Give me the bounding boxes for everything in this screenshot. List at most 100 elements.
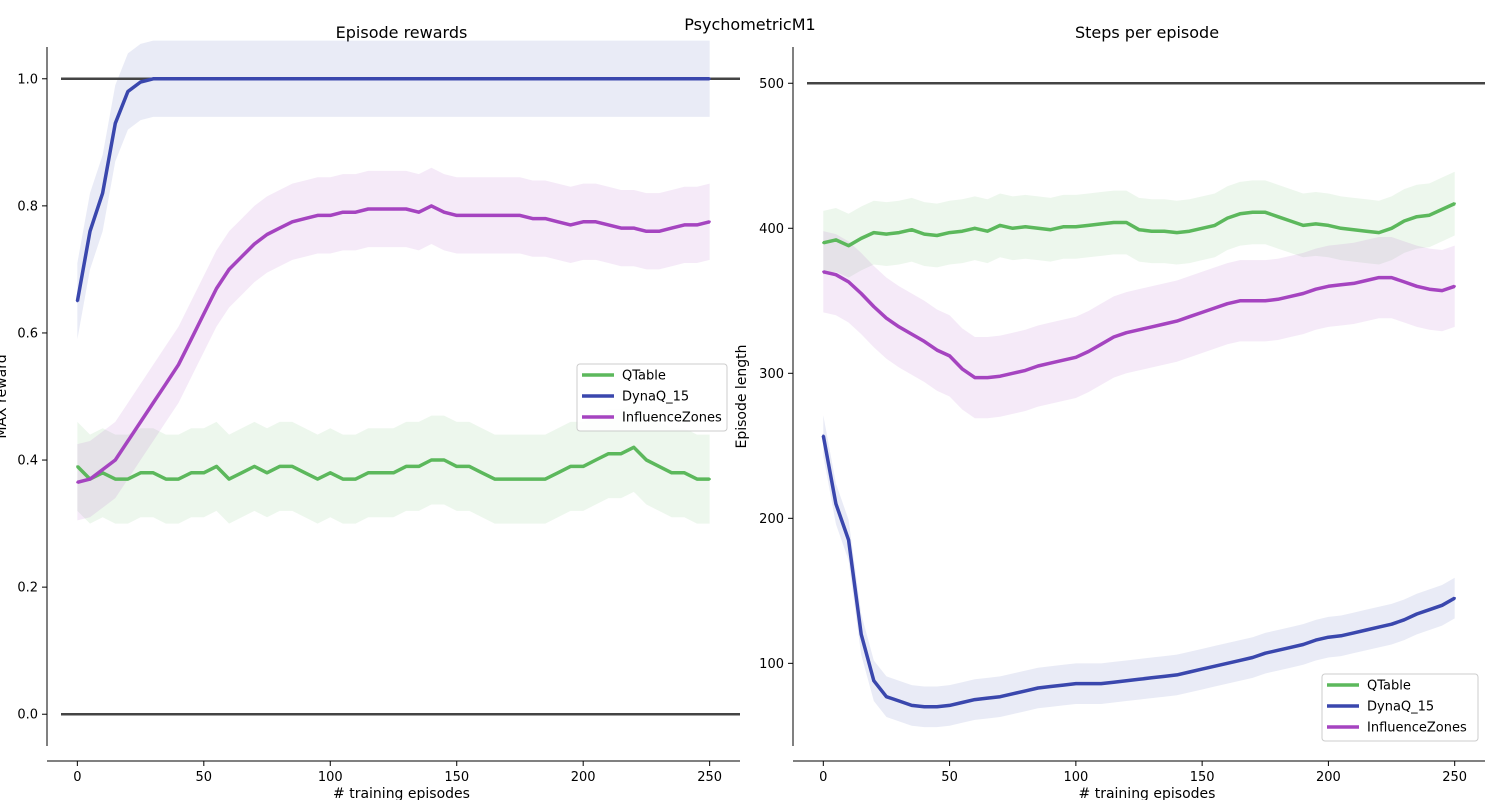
- data-point-influencezones: [1402, 280, 1406, 284]
- data-point-qtable: [518, 477, 522, 481]
- data-point-dynaq-15: [265, 77, 269, 80]
- data-point-influencezones: [404, 207, 408, 211]
- data-point-qtable: [923, 232, 926, 236]
- data-point-dynaq-15: [657, 77, 661, 80]
- data-point-dynaq-15: [303, 77, 307, 80]
- chart-title: Steps per episode: [1075, 23, 1219, 42]
- data-point-qtable: [480, 471, 484, 474]
- x-axis-label: # training episodes: [1079, 786, 1216, 800]
- data-point-qtable: [1226, 216, 1229, 220]
- data-point-qtable: [885, 232, 888, 236]
- data-point-influencezones: [215, 287, 218, 290]
- data-point-qtable: [139, 471, 142, 474]
- data-point-qtable: [1301, 224, 1305, 227]
- y-tick-label: 0.0: [17, 708, 38, 723]
- data-point-dynaq-15: [480, 77, 484, 80]
- data-point-dynaq-15: [430, 77, 433, 80]
- band-influencezones: [77, 167, 710, 521]
- data-point-qtable: [215, 465, 218, 468]
- data-point-influencezones: [303, 217, 307, 220]
- data-point-qtable: [544, 477, 547, 481]
- data-point-dynaq-15: [253, 77, 256, 80]
- data-point-influencezones: [1150, 325, 1153, 329]
- figure-suptitle: PsychometricM1: [684, 15, 815, 34]
- data-point-influencezones: [265, 233, 269, 236]
- x-tick-label: 100: [318, 770, 343, 785]
- data-point-dynaq-15: [1365, 628, 1368, 632]
- data-point-influencezones: [1175, 319, 1179, 323]
- data-point-dynaq-15: [455, 77, 458, 80]
- data-point-influencezones: [1264, 299, 1267, 302]
- data-point-dynaq-15: [392, 77, 395, 80]
- x-tick-label: 250: [1442, 770, 1467, 785]
- data-point-influencezones: [379, 207, 383, 211]
- data-point-dynaq-15: [1125, 679, 1128, 682]
- data-point-dynaq-15: [1352, 631, 1355, 635]
- data-point-influencezones: [417, 211, 420, 214]
- y-tick-label: 200: [759, 512, 784, 527]
- data-point-qtable: [619, 452, 623, 455]
- data-point-dynaq-15: [683, 77, 686, 80]
- y-tick-label: 0.2: [17, 581, 38, 596]
- data-point-qtable: [1314, 222, 1317, 226]
- y-tick-label: 1.0: [17, 72, 38, 87]
- data-point-dynaq-15: [708, 77, 711, 80]
- data-point-qtable: [1074, 225, 1078, 229]
- data-point-influencezones: [329, 214, 332, 217]
- y-tick-label: 0.8: [17, 199, 38, 214]
- legend-label-influencezones: InfluenceZones: [622, 411, 722, 426]
- data-point-influencezones: [619, 226, 623, 230]
- data-point-qtable: [581, 465, 585, 468]
- data-point-qtable: [910, 228, 913, 231]
- data-point-influencezones: [1200, 311, 1204, 314]
- data-point-dynaq-15: [948, 704, 951, 707]
- data-point-dynaq-15: [632, 77, 635, 80]
- data-point-qtable: [1428, 214, 1431, 217]
- data-point-qtable: [657, 465, 661, 468]
- data-point-influencezones: [1440, 289, 1444, 292]
- data-point-dynaq-15: [227, 77, 231, 80]
- data-point-dynaq-15: [935, 705, 939, 709]
- data-point-qtable: [164, 477, 168, 481]
- data-point-influencezones: [581, 220, 585, 223]
- data-point-qtable: [998, 224, 1002, 227]
- data-point-dynaq-15: [910, 704, 913, 707]
- data-point-influencezones: [973, 376, 977, 379]
- data-point-qtable: [468, 465, 471, 468]
- data-point-influencezones: [1137, 328, 1141, 331]
- data-point-dynaq-15: [101, 191, 104, 195]
- data-point-influencezones: [1188, 315, 1191, 318]
- data-point-qtable: [367, 471, 370, 474]
- y-tick-label: 400: [759, 222, 784, 237]
- data-point-qtable: [76, 465, 79, 468]
- data-point-qtable: [1188, 229, 1191, 233]
- data-point-qtable: [278, 465, 281, 468]
- data-point-influencezones: [1352, 282, 1355, 285]
- data-point-dynaq-15: [961, 701, 964, 704]
- data-point-influencezones: [101, 468, 104, 471]
- data-point-influencezones: [657, 230, 661, 233]
- data-point-qtable: [948, 231, 951, 234]
- data-point-dynaq-15: [645, 77, 648, 80]
- data-point-influencezones: [544, 217, 547, 220]
- data-point-influencezones: [392, 207, 395, 211]
- data-point-dynaq-15: [1251, 656, 1254, 659]
- data-point-influencezones: [341, 211, 345, 214]
- data-point-qtable: [114, 477, 117, 481]
- data-point-qtable: [1453, 202, 1456, 205]
- data-point-influencezones: [1049, 361, 1052, 365]
- data-point-qtable: [1036, 227, 1040, 230]
- data-point-dynaq-15: [126, 90, 130, 93]
- data-point-dynaq-15: [506, 77, 509, 80]
- data-point-dynaq-15: [164, 77, 168, 80]
- data-point-dynaq-15: [544, 77, 547, 80]
- data-point-dynaq-15: [1137, 678, 1141, 681]
- data-point-influencezones: [1099, 343, 1103, 346]
- data-point-influencezones: [834, 273, 838, 276]
- data-point-dynaq-15: [139, 80, 142, 84]
- data-point-qtable: [392, 471, 395, 474]
- data-point-influencezones: [670, 226, 673, 230]
- y-tick-label: 500: [759, 77, 784, 92]
- y-tick-label: 100: [759, 657, 784, 672]
- data-point-dynaq-15: [1301, 643, 1305, 646]
